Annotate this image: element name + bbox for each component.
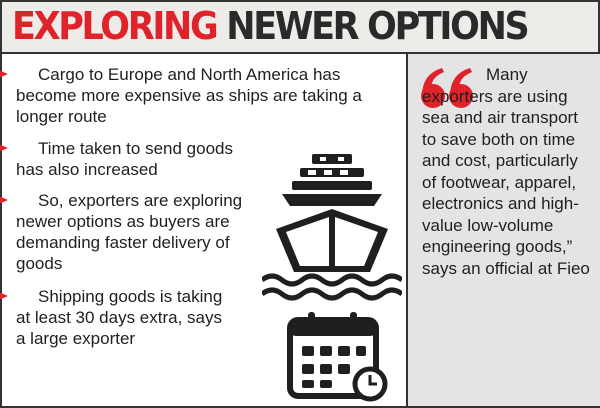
- bullet: Shipping goods is taking at least 30 day…: [16, 286, 236, 349]
- header: EXPLORING NEWER OPTIONS: [2, 2, 598, 54]
- calendar-icon: [287, 312, 388, 402]
- title-highlight: EXPLORING: [12, 4, 219, 48]
- bullet: So, exporters are exploring newer option…: [16, 190, 266, 274]
- bullet-text: Shipping goods is taking at least 30 day…: [16, 287, 223, 348]
- bullet-panel: Cargo to Europe and North America has be…: [2, 54, 404, 406]
- title: EXPLORING NEWER OPTIONS: [12, 4, 530, 48]
- title-rest: NEWER OPTIONS: [226, 4, 529, 48]
- quote-text: Many exporters are using sea and air tra…: [422, 65, 590, 278]
- quote-mark: [421, 68, 473, 108]
- bullet: Cargo to Europe and North America has be…: [16, 64, 386, 127]
- bullet: Time taken to send goods has also increa…: [16, 138, 256, 180]
- bullet-text: Cargo to Europe and North America has be…: [16, 65, 362, 126]
- ship-icon: [262, 154, 402, 301]
- quote-panel: Many exporters are using sea and air tra…: [406, 54, 600, 406]
- bullet-text: So, exporters are exploring newer option…: [16, 191, 243, 273]
- bullet-text: Time taken to send goods has also increa…: [16, 139, 233, 179]
